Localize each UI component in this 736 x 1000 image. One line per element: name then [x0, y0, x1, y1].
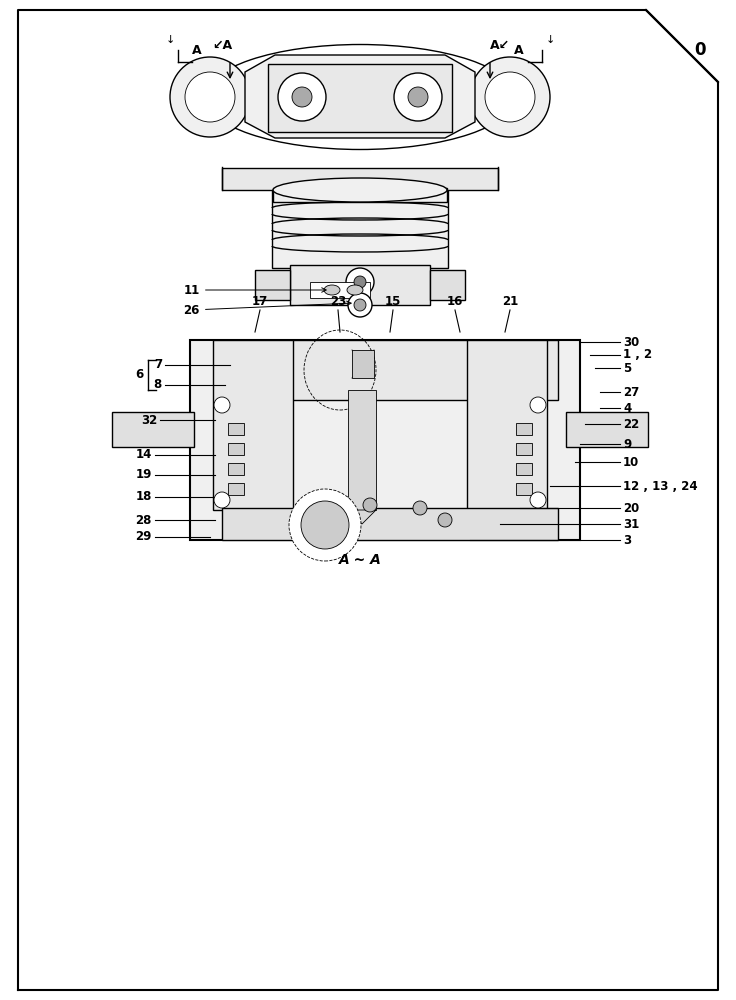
Bar: [516, 463, 532, 475]
Bar: [228, 483, 244, 495]
Text: 0: 0: [694, 41, 706, 59]
Text: 15: 15: [385, 295, 401, 308]
Text: 6: 6: [135, 368, 143, 381]
Text: A ~ A: A ~ A: [339, 553, 381, 567]
Circle shape: [470, 57, 550, 137]
Circle shape: [301, 501, 349, 549]
Text: 31: 31: [623, 518, 640, 530]
Bar: [255, 270, 290, 300]
Text: 26: 26: [183, 301, 351, 316]
Circle shape: [214, 397, 230, 413]
Bar: [348, 390, 376, 510]
Circle shape: [185, 72, 235, 122]
Circle shape: [530, 492, 546, 508]
Bar: [430, 270, 465, 300]
Bar: [467, 340, 547, 510]
Circle shape: [278, 73, 326, 121]
Bar: [310, 282, 370, 298]
Text: 18: 18: [135, 490, 152, 504]
Bar: [268, 64, 452, 132]
Circle shape: [413, 501, 427, 515]
Circle shape: [346, 268, 374, 296]
Circle shape: [289, 489, 361, 561]
Text: ↙A: ↙A: [212, 39, 232, 52]
Circle shape: [363, 498, 377, 512]
Bar: [566, 412, 648, 447]
Text: 29: 29: [135, 530, 152, 544]
Text: 19: 19: [135, 468, 152, 482]
Bar: [228, 463, 244, 475]
Bar: [290, 265, 430, 305]
Text: 30: 30: [623, 336, 640, 349]
Text: 23: 23: [330, 295, 346, 308]
Bar: [228, 423, 244, 435]
Ellipse shape: [205, 44, 515, 149]
Text: 14: 14: [135, 448, 152, 462]
Text: 4: 4: [623, 401, 631, 414]
Bar: [272, 188, 448, 268]
Circle shape: [214, 492, 230, 508]
Bar: [213, 340, 293, 510]
Text: 7: 7: [154, 359, 162, 371]
Text: 9: 9: [623, 438, 631, 450]
Circle shape: [408, 87, 428, 107]
Text: 8: 8: [154, 378, 162, 391]
Text: 5: 5: [623, 361, 631, 374]
Text: 32: 32: [141, 414, 157, 426]
Polygon shape: [245, 55, 475, 138]
Circle shape: [485, 72, 535, 122]
Bar: [190, 340, 580, 540]
Bar: [516, 423, 532, 435]
Text: 10: 10: [623, 456, 640, 468]
Circle shape: [170, 57, 250, 137]
Bar: [222, 168, 498, 190]
Circle shape: [354, 299, 366, 311]
Text: 3: 3: [623, 534, 631, 546]
Bar: [222, 508, 558, 540]
Text: 1 , 2: 1 , 2: [623, 349, 652, 361]
Bar: [516, 483, 532, 495]
Text: A: A: [192, 43, 202, 56]
Text: ↓: ↓: [545, 35, 555, 45]
Bar: [112, 412, 194, 447]
Circle shape: [348, 293, 372, 317]
Bar: [352, 350, 374, 378]
Text: 20: 20: [623, 502, 640, 514]
Bar: [273, 188, 447, 202]
Text: 22: 22: [623, 418, 640, 430]
Text: ↓: ↓: [166, 35, 174, 45]
Text: 21: 21: [502, 295, 518, 308]
Ellipse shape: [324, 285, 340, 295]
Text: 28: 28: [135, 514, 152, 526]
Text: 11: 11: [184, 284, 326, 296]
Text: 16: 16: [447, 295, 463, 308]
Circle shape: [530, 397, 546, 413]
Polygon shape: [348, 510, 376, 524]
Ellipse shape: [273, 178, 447, 202]
Circle shape: [354, 276, 366, 288]
Text: A↙: A↙: [490, 39, 510, 52]
Bar: [222, 340, 558, 400]
Text: A: A: [514, 43, 524, 56]
Bar: [228, 443, 244, 455]
Circle shape: [292, 87, 312, 107]
Circle shape: [438, 513, 452, 527]
Bar: [516, 443, 532, 455]
Text: 27: 27: [623, 385, 640, 398]
Text: 12 , 13 , 24: 12 , 13 , 24: [623, 480, 698, 492]
Text: 17: 17: [252, 295, 268, 308]
Circle shape: [394, 73, 442, 121]
Ellipse shape: [347, 285, 363, 295]
